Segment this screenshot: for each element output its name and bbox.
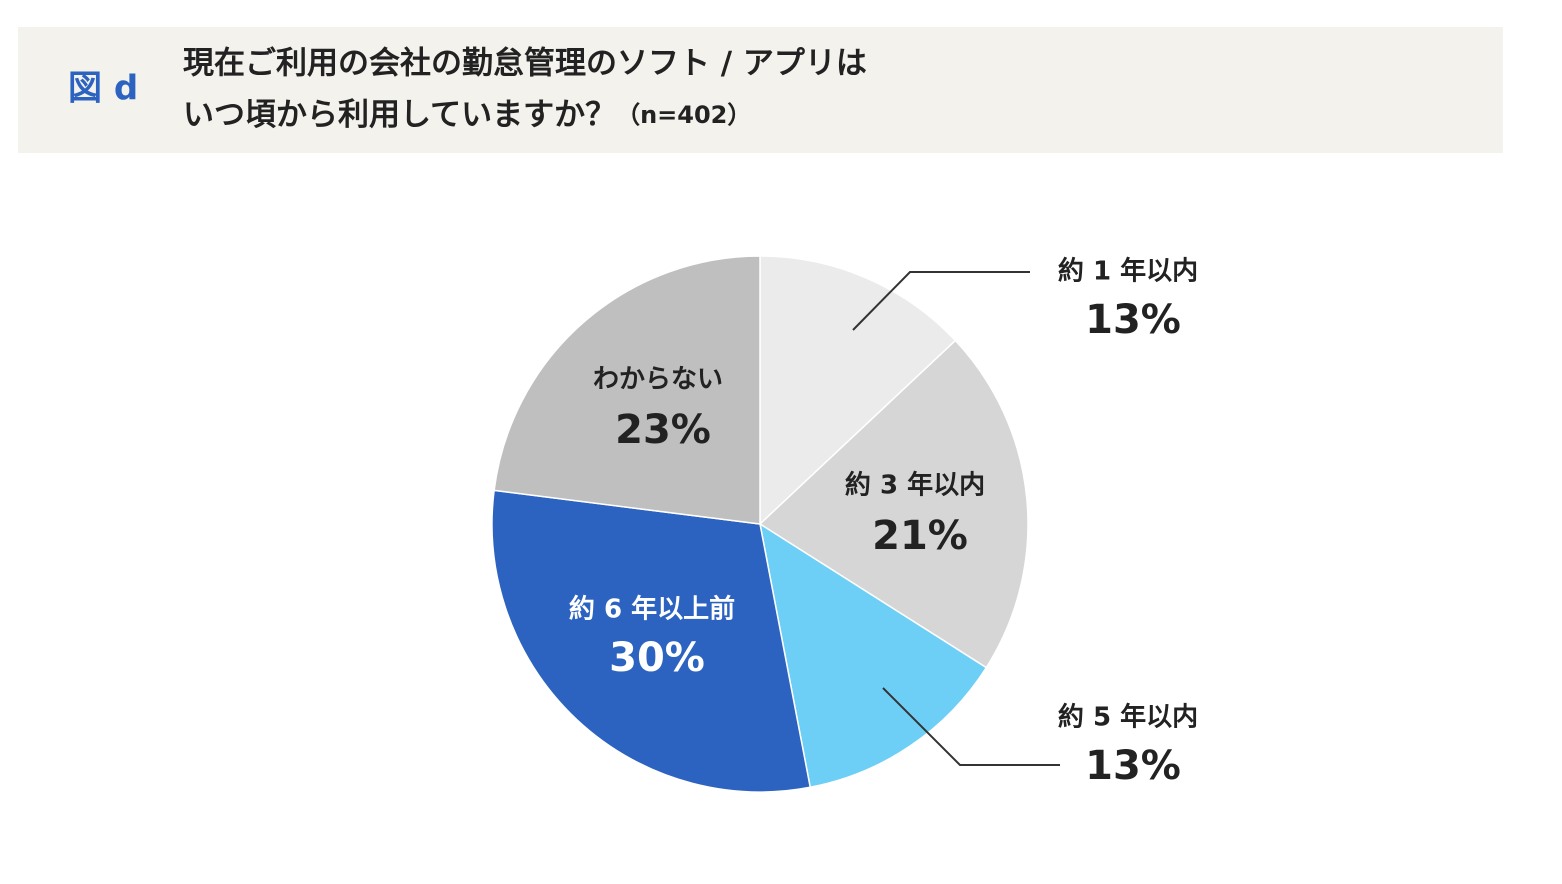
leader-line (852, 271, 1030, 331)
slice-label: 約 5 年以内 (1058, 702, 1198, 733)
chart-title: いつ頃から利用していますか？（n=402） (183, 97, 751, 133)
chart-title: 現在ご利用の会社の勤怠管理のソフト / アプリは (183, 46, 867, 82)
slice-value: 23% (615, 407, 711, 453)
figure-label: 図 d (68, 69, 138, 109)
slice-value: 13% (1085, 743, 1181, 789)
sample-note: （n=402） (616, 101, 751, 129)
pie-slice (759, 255, 957, 526)
slice-value: 21% (872, 513, 968, 559)
slice-value: 13% (1085, 297, 1181, 343)
slice-label: 約 1 年以内 (1058, 256, 1198, 287)
pie-slice (758, 339, 1029, 669)
slice-value: 30% (609, 635, 705, 681)
pie-slice (758, 522, 988, 789)
slice-label: 約 6 年以上前 (569, 594, 735, 625)
header-band (18, 27, 1503, 153)
pie-slice (491, 489, 812, 793)
slice-label: わからない (593, 365, 723, 395)
leader-line (882, 687, 1060, 766)
pie-slice (493, 255, 761, 525)
slice-label: 約 3 年以内 (845, 470, 985, 501)
chart-title: いつ頃から利用していますか？ (183, 97, 616, 133)
